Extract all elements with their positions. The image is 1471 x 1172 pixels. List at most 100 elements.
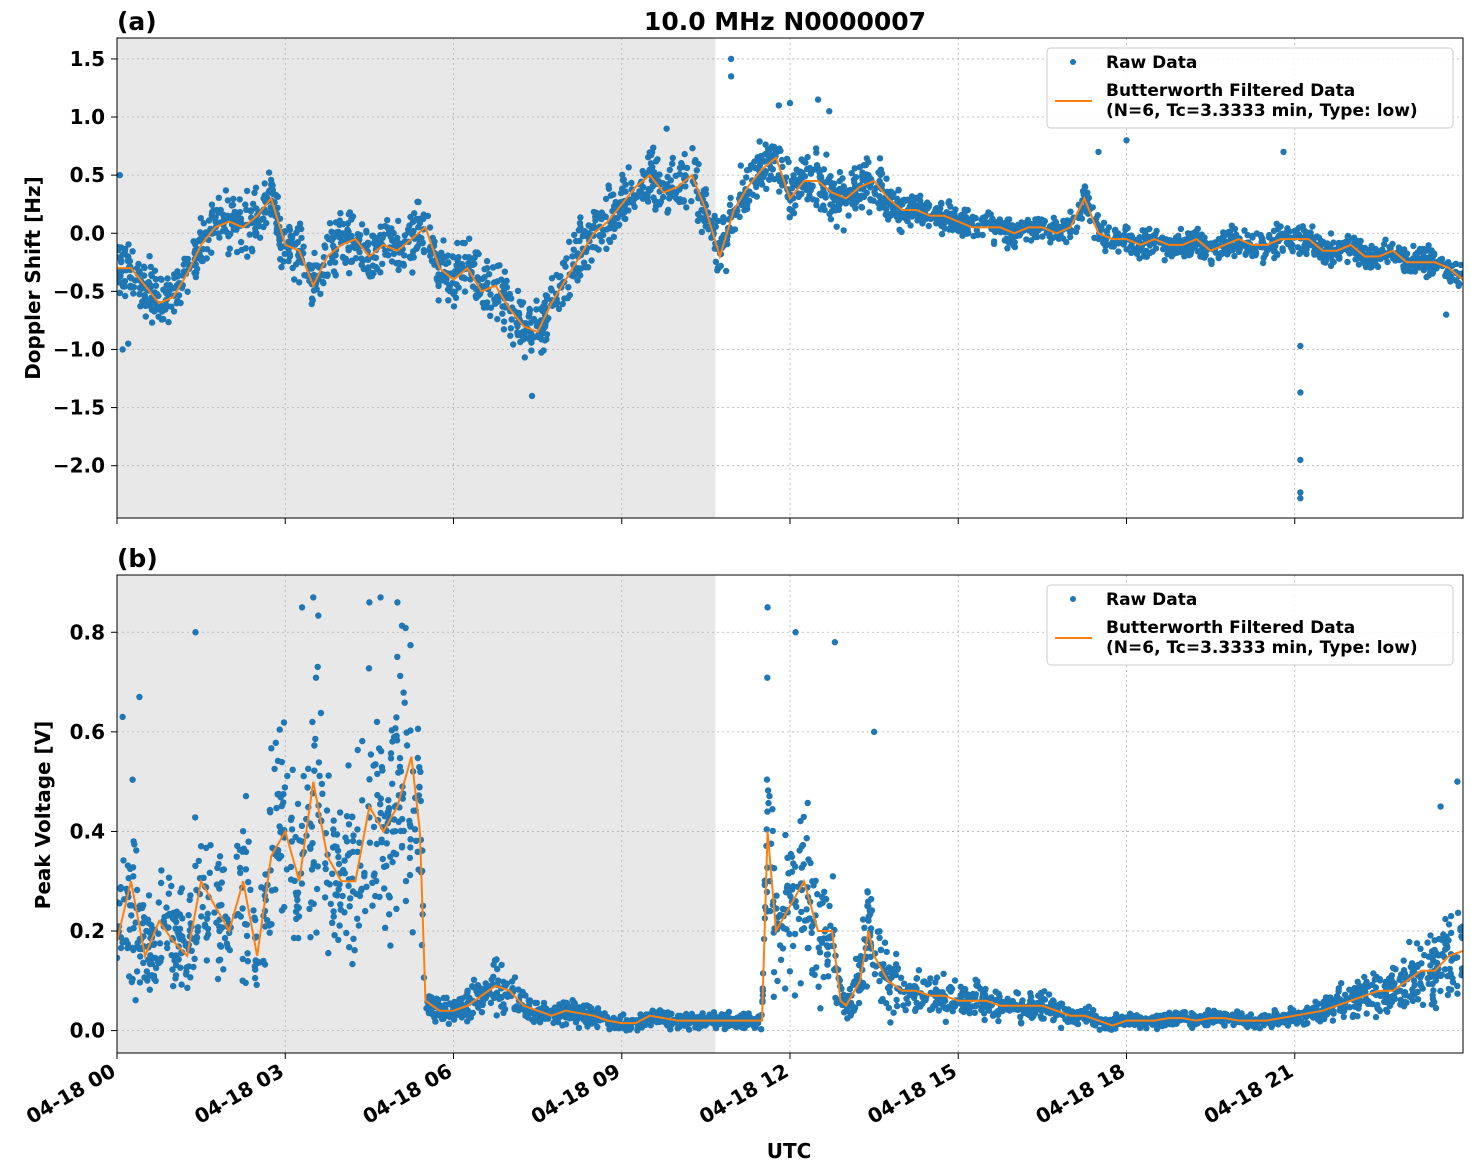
raw-data-point (779, 163, 786, 171)
raw-data-point (823, 151, 830, 158)
raw-data-point (311, 767, 318, 774)
raw-data-point (196, 229, 204, 236)
raw-data-point (480, 304, 488, 311)
raw-data-point (345, 821, 353, 828)
raw-data-point (207, 842, 214, 849)
raw-data-point (494, 965, 501, 973)
raw-data-point (230, 226, 237, 233)
raw-data-point (917, 1003, 924, 1010)
raw-data-point (1049, 222, 1056, 230)
raw-data-point (193, 934, 201, 942)
raw-data-point (466, 235, 473, 242)
raw-data-point (762, 141, 769, 148)
raw-data-point (973, 227, 980, 234)
raw-data-point (197, 215, 204, 222)
raw-data-point (863, 189, 870, 196)
raw-data-point (1081, 183, 1089, 190)
raw-data-point (307, 934, 314, 941)
raw-data-point (345, 244, 352, 251)
raw-data-point (410, 807, 417, 814)
raw-data-point (823, 942, 831, 949)
raw-data-point (1249, 232, 1256, 240)
raw-data-point (284, 772, 291, 780)
raw-data-point (810, 882, 817, 889)
raw-data-point (1089, 204, 1097, 211)
raw-data-point (788, 178, 796, 186)
raw-data-point (892, 971, 899, 979)
raw-data-point (581, 228, 588, 235)
raw-data-point (938, 230, 946, 238)
raw-data-point (222, 187, 230, 194)
raw-data-point (200, 220, 207, 227)
raw-data-point (289, 766, 296, 773)
raw-data-point (727, 194, 734, 202)
raw-data-point (1387, 245, 1394, 252)
raw-data-point (1321, 250, 1328, 257)
raw-data-point (172, 975, 179, 982)
raw-data-point (1136, 255, 1143, 262)
raw-data-point (136, 945, 143, 952)
raw-data-point (933, 220, 940, 227)
raw-data-point (312, 674, 320, 681)
raw-data-point (336, 809, 344, 816)
raw-data-point (1294, 244, 1302, 251)
raw-data-point (1365, 257, 1372, 265)
raw-data-point (381, 885, 388, 892)
raw-data-point (1418, 982, 1425, 990)
raw-data-point (164, 944, 171, 952)
raw-data-point (245, 878, 252, 886)
raw-data-point (1050, 998, 1057, 1005)
raw-data-point (569, 253, 576, 260)
raw-data-point (353, 243, 360, 251)
raw-data-point (341, 909, 348, 916)
raw-data-point (1083, 1018, 1090, 1025)
raw-data-point (246, 231, 253, 238)
raw-data-point (354, 826, 361, 833)
raw-data-point (349, 960, 356, 968)
raw-data-point (1019, 221, 1027, 228)
raw-data-point-outlier (119, 346, 126, 353)
raw-data-point-outlier (727, 73, 735, 80)
raw-data-point (470, 976, 478, 983)
raw-data-point (1454, 990, 1461, 997)
raw-data-point (348, 232, 355, 240)
raw-data-point (542, 321, 549, 328)
raw-data-point (402, 897, 410, 905)
raw-data-point (1383, 998, 1391, 1005)
raw-data-point (676, 164, 684, 172)
raw-data-point-outlier (1297, 495, 1304, 502)
raw-data-point (510, 341, 517, 348)
raw-data-point (151, 940, 158, 947)
raw-data-point-outlier (1297, 342, 1304, 350)
raw-data-point (323, 879, 331, 886)
raw-data-point (574, 277, 581, 284)
raw-data-point (164, 275, 171, 282)
raw-data-point (971, 994, 979, 1001)
raw-data-point (131, 841, 138, 848)
raw-data-point (920, 978, 927, 986)
raw-data-point (331, 932, 338, 939)
raw-data-point (885, 216, 892, 223)
raw-data-point (883, 1000, 890, 1007)
raw-data-point (395, 266, 402, 274)
raw-data-point (128, 912, 135, 919)
raw-data-point (215, 194, 222, 201)
raw-data-point (871, 971, 879, 978)
raw-data-point (907, 222, 914, 229)
raw-data-point (358, 221, 366, 228)
raw-data-point (915, 967, 923, 974)
raw-data-point (1191, 229, 1199, 237)
raw-data-point (1400, 957, 1407, 964)
raw-data-point (965, 216, 972, 223)
raw-data-point (265, 169, 273, 176)
raw-data-point (117, 289, 123, 297)
raw-data-point (411, 826, 419, 833)
raw-data-point (398, 622, 406, 629)
raw-data-point (328, 237, 336, 244)
raw-data-point (343, 929, 350, 937)
raw-data-point (1361, 973, 1368, 981)
raw-data-point (1344, 233, 1351, 240)
raw-data-point (827, 216, 835, 223)
raw-data-point (1032, 216, 1039, 223)
raw-data-point (118, 258, 125, 266)
